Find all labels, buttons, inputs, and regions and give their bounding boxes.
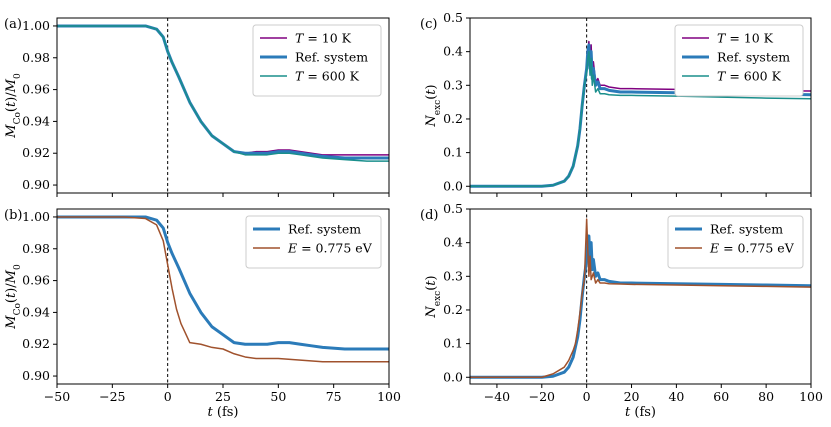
- legend: T = 10 K Ref. system T = 600 K: [252, 24, 382, 97]
- plot-frame: [56, 17, 390, 194]
- y-tick-label: 1.00: [22, 209, 50, 224]
- panel-d: 0.0 0.1 0.2 0.3 0.4 0.5 −40 −20 0 20 40 60 80 100 (d) N…: [420, 201, 823, 420]
- panel-label: (a): [4, 17, 22, 32]
- y-tick-label: 0.1: [443, 145, 463, 160]
- y-tick-label: 0.96: [22, 82, 50, 97]
- legend: T = 10 K Ref. system T = 600 K: [674, 24, 804, 97]
- y-tick-label: 0.2: [443, 111, 463, 126]
- y-tick-label: 0.96: [22, 273, 50, 288]
- x-axis-label: t (fs): [625, 405, 656, 420]
- panel-label: (b): [4, 208, 22, 223]
- series-line: [470, 50, 811, 188]
- y-tick-label: 0.0: [443, 178, 463, 193]
- y-tick-label: 0.92: [22, 145, 50, 160]
- panel-c: 0.0 0.1 0.2 0.3 0.4 0.5 (c) Nexc(t) T = 10 K Ref.…: [420, 10, 812, 197]
- y-tick-label: 0.4: [443, 235, 463, 250]
- panel-label: (d): [420, 208, 438, 223]
- y-axis-label: MCo(t)/M0: [4, 73, 23, 139]
- x-tick-label: −50: [44, 389, 70, 404]
- y-tick-label: 0.98: [22, 241, 50, 256]
- y-tick-label: 0.5: [443, 201, 463, 216]
- x-tick-label: 0: [583, 389, 591, 404]
- y-tick-label: 0.94: [22, 304, 50, 319]
- legend-label: T = 600 K: [717, 69, 782, 84]
- x-tick-label: −25: [99, 389, 125, 404]
- plot-frame: [56, 208, 390, 385]
- legend-label: Ref. system: [288, 222, 361, 237]
- y-tick-label: 0.92: [22, 336, 50, 351]
- y-tick-label: 0.94: [22, 113, 50, 128]
- x-tick-label: 25: [215, 389, 231, 404]
- legend-label: T = 10 K: [717, 31, 774, 46]
- y-tick-label: 1.00: [22, 18, 50, 33]
- legend-label: Ref. system: [295, 50, 368, 65]
- legend-frame: [252, 24, 382, 97]
- legend: Ref. system E = 0.775 eV: [667, 215, 804, 269]
- y-tick-label: 0.90: [22, 368, 50, 383]
- x-tick-label: 20: [624, 389, 640, 404]
- y-tick-label: 0.98: [22, 50, 50, 65]
- series-line: [57, 25, 389, 162]
- x-axis-label: t (fs): [208, 405, 239, 420]
- y-axis-label: Nexc(t): [424, 275, 443, 318]
- y-tick-label: 0.5: [443, 10, 463, 25]
- x-tick-label: −40: [484, 389, 510, 404]
- y-tick-label: 0.2: [443, 302, 463, 317]
- y-axis-label: Nexc(t): [424, 84, 443, 127]
- legend-label: T = 600 K: [295, 69, 360, 84]
- series-line: [57, 216, 389, 363]
- legend-label: E = 0.775 eV: [709, 241, 795, 256]
- x-tick-label: 50: [270, 389, 286, 404]
- legend: Ref. system E = 0.775 eV: [245, 215, 382, 269]
- x-tick-label: 40: [668, 389, 684, 404]
- x-tick-label: 75: [326, 389, 342, 404]
- y-axis-label: MCo(t)/M0: [4, 264, 23, 330]
- legend-frame: [674, 24, 804, 97]
- legend-label: Ref. system: [717, 50, 790, 65]
- legend-label: Ref. system: [710, 222, 783, 237]
- x-tick-label: −20: [529, 389, 555, 404]
- y-tick-label: 0.3: [443, 77, 463, 92]
- y-tick-label: 0.0: [443, 369, 463, 384]
- plot-frame: [469, 208, 812, 385]
- x-tick-label: 100: [377, 389, 401, 404]
- y-tick-label: 0.3: [443, 268, 463, 283]
- legend-label: T = 10 K: [295, 31, 352, 46]
- y-tick-label: 0.4: [443, 44, 463, 59]
- panel-a: 0.90 0.92 0.94 0.96 0.98 1.00(a) MCo(t)/M0 T = …: [4, 17, 390, 197]
- y-tick-label: 0.90: [22, 177, 50, 192]
- x-tick-label: 80: [758, 389, 774, 404]
- panel-b: 0.90 0.92 0.94 0.96 0.98 1.00 −50 −25 0 25 50 75 100…: [4, 208, 401, 420]
- plot-frame: [469, 17, 812, 194]
- x-tick-label: 0: [164, 389, 172, 404]
- x-tick-label: 60: [713, 389, 729, 404]
- legend-label: E = 0.775 eV: [287, 241, 373, 256]
- y-tick-label: 0.1: [443, 336, 463, 351]
- series-line: [57, 215, 389, 351]
- x-tick-label: 100: [799, 389, 823, 404]
- series-line: [470, 218, 811, 379]
- panel-label: (c): [420, 17, 437, 32]
